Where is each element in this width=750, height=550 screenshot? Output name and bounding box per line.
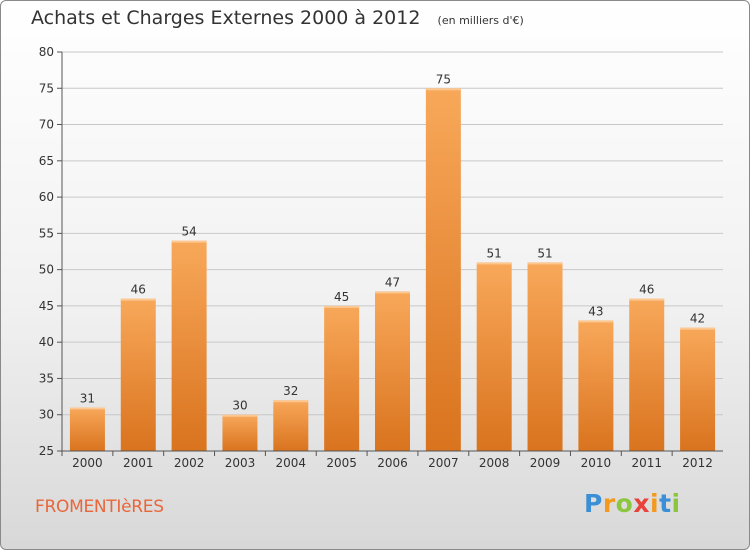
data-label: 51 xyxy=(537,246,552,260)
labels: 25 30 35 40 45 50 55 60 65 70 75 80 31 2000 46 2001 54 20… xyxy=(39,45,713,470)
bar-highlight xyxy=(69,407,105,410)
bar xyxy=(680,327,716,451)
bar xyxy=(476,262,512,451)
bar-highlight xyxy=(324,305,360,308)
x-tick-label: 2007 xyxy=(428,456,459,470)
brand-letter: x xyxy=(633,489,650,518)
data-label: 47 xyxy=(385,275,400,289)
bars xyxy=(69,88,716,451)
data-label: 32 xyxy=(283,384,298,398)
chart-subtitle: (en milliers d'€) xyxy=(437,14,524,27)
brand-letter: i xyxy=(671,489,681,518)
data-label: 54 xyxy=(181,225,196,239)
brand-logo: Proxiti xyxy=(584,489,681,518)
bar xyxy=(375,291,410,451)
x-tick-label: 2006 xyxy=(377,456,408,470)
bar xyxy=(578,320,614,451)
x-tick-label: 2002 xyxy=(174,456,205,470)
bar-highlight xyxy=(222,414,258,417)
data-label: 51 xyxy=(487,246,502,260)
data-label: 42 xyxy=(690,312,705,326)
bar xyxy=(171,240,207,451)
bar xyxy=(222,414,258,451)
y-tick-label: 50 xyxy=(39,263,54,277)
data-label: 46 xyxy=(639,283,654,297)
x-tick-label: 2010 xyxy=(581,456,612,470)
bar-highlight xyxy=(629,298,665,301)
x-tick-label: 2012 xyxy=(682,456,713,470)
x-tick-label: 2008 xyxy=(479,456,510,470)
bar-highlight xyxy=(273,400,309,403)
bar xyxy=(324,305,360,451)
data-label: 75 xyxy=(436,72,451,86)
bar xyxy=(527,262,563,451)
chart-title: Achats et Charges Externes 2000 à 2012 xyxy=(31,7,421,29)
bar xyxy=(629,298,665,451)
x-tick-label: 2000 xyxy=(72,456,103,470)
data-label: 30 xyxy=(232,399,247,413)
data-label: 46 xyxy=(131,283,146,297)
commune-name: FROMENTIèRES xyxy=(35,497,164,517)
y-tick-label: 35 xyxy=(39,371,54,385)
x-tick-label: 2003 xyxy=(225,456,256,470)
y-tick-label: 70 xyxy=(39,118,54,132)
bar-highlight xyxy=(680,327,716,330)
brand-letter: i xyxy=(650,489,660,518)
brand-letter: t xyxy=(659,489,672,518)
x-tick-label: 2001 xyxy=(123,456,154,470)
data-label: 31 xyxy=(80,391,95,405)
bar xyxy=(69,407,105,451)
title-row: Achats et Charges Externes 2000 à 2012 (… xyxy=(31,7,524,29)
bar-highlight xyxy=(578,320,614,323)
bar xyxy=(425,88,461,451)
bar-highlight xyxy=(425,88,461,91)
y-tick-label: 55 xyxy=(39,226,54,240)
x-tick-label: 2004 xyxy=(276,456,307,470)
y-tick-label: 25 xyxy=(39,444,54,458)
bar-highlight xyxy=(171,240,207,243)
brand-letter: r xyxy=(602,489,616,518)
bar-highlight xyxy=(120,298,156,301)
x-tick-label: 2011 xyxy=(631,456,662,470)
y-tick-label: 60 xyxy=(39,190,54,204)
y-tick-label: 40 xyxy=(39,335,54,349)
bar-highlight xyxy=(527,262,563,265)
y-tick-label: 80 xyxy=(39,45,54,59)
bar-highlight xyxy=(476,262,512,265)
x-tick-label: 2005 xyxy=(326,456,357,470)
bar xyxy=(120,298,156,451)
brand-letter: P xyxy=(584,489,603,518)
bar-highlight xyxy=(375,291,410,294)
data-label: 45 xyxy=(334,290,349,304)
bar xyxy=(273,400,309,451)
y-tick-label: 75 xyxy=(39,81,54,95)
y-tick-label: 65 xyxy=(39,154,54,168)
axes xyxy=(57,51,723,456)
data-label: 43 xyxy=(588,304,603,318)
brand-letter: o xyxy=(615,489,634,518)
x-tick-label: 2009 xyxy=(530,456,561,470)
y-tick-label: 30 xyxy=(39,408,54,422)
y-tick-label: 45 xyxy=(39,299,54,313)
